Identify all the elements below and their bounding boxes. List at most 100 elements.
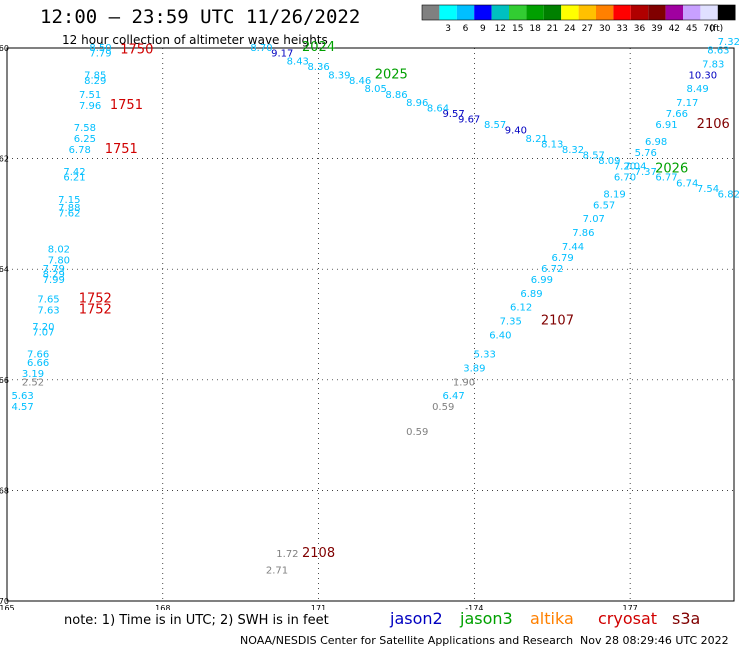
colorbar-swatch <box>422 5 440 20</box>
wave-height-value: 6.66 <box>27 358 49 369</box>
wave-height-value: 7.62 <box>58 209 80 220</box>
y-tick-label: -68 <box>0 486 9 495</box>
wave-height-value: 6.99 <box>531 275 553 286</box>
wave-height-value: 7.65 <box>37 294 59 305</box>
x-tick-label: 168 <box>155 604 170 610</box>
colorbar-tick-label: 9 <box>480 24 486 34</box>
wave-height-value: 6.74 <box>676 178 698 189</box>
colorbar: 3 6 9 12 15 18 21 24 27 30 33 36 39 42 45 70(ft) <box>421 4 736 34</box>
wave-height-value: 9.67 <box>458 115 480 126</box>
colorbar-tick-label: 36 <box>634 24 646 34</box>
wave-height-value: 7.80 <box>48 256 70 267</box>
chart-subtitle: 12 hour collection of altimeter wave hei… <box>62 33 328 47</box>
colorbar-tick-label: 15 <box>512 24 523 34</box>
pass-time-label: 2025 <box>375 67 408 82</box>
wave-height-value: 6.72 <box>541 264 563 275</box>
wave-height-value: 3.89 <box>463 364 485 375</box>
wave-height-value: 8.96 <box>406 98 428 109</box>
wave-height-value: 8.70 <box>250 43 272 54</box>
credit-text: NOAA/NESDIS Center for Satellite Applica… <box>240 634 574 647</box>
colorbar-swatch <box>700 5 718 20</box>
colorbar-frame <box>421 4 736 21</box>
colorbar-swatch <box>648 5 666 20</box>
wave-height-value: 8.57 <box>583 151 605 162</box>
legend-entry-altika: altika <box>530 609 574 628</box>
colorbar-tick-label: 18 <box>529 24 541 34</box>
wave-height-value: 8.32 <box>562 145 584 156</box>
wave-height-value: 7.07 <box>583 214 605 225</box>
wave-height-value: 8.64 <box>427 104 449 115</box>
colorbar-swatch <box>491 5 509 20</box>
colorbar-tick-label: 70 <box>703 24 715 34</box>
wave-height-value: 7.85 <box>84 70 106 81</box>
colorbar-tick-label: 24 <box>564 24 576 34</box>
wave-height-value: 8.36 <box>307 62 329 73</box>
plot-area: 165168171-174177-60-62-64-66-68-708.709.… <box>0 37 740 610</box>
wave-height-value: 0.59 <box>432 402 454 413</box>
pass-time-label: 2106 <box>697 117 730 132</box>
wave-height-value: 5.76 <box>635 148 657 159</box>
colorbar-swatch <box>630 5 649 20</box>
wave-height-value: 8.19 <box>603 189 625 200</box>
wave-height-value: 2.52 <box>22 377 44 388</box>
y-tick-label: -62 <box>0 155 9 164</box>
wave-height-value: 6.70 <box>614 173 636 184</box>
pass-time-label: 2026 <box>655 161 688 176</box>
wave-height-value: 7.66 <box>666 109 688 120</box>
wave-height-value: 1.72 <box>276 549 298 560</box>
wave-height-value: 9.17 <box>271 48 293 59</box>
wave-height-value: 7.66 <box>27 350 49 361</box>
wave-height-value: 7.32 <box>718 37 740 48</box>
colorbar-tick-label: 42 <box>669 24 680 34</box>
pass-time-label: 2024 <box>302 40 335 55</box>
wave-height-value: 6.77 <box>655 173 677 184</box>
pass-time-label: 1750 <box>120 43 153 58</box>
generated-timestamp: Nov 28 08:29:46 UTC 2022 <box>580 634 729 647</box>
colorbar-swatch <box>665 5 683 20</box>
wave-height-value: 8.57 <box>484 120 506 131</box>
x-tick-label: -174 <box>465 604 483 610</box>
wave-height-value: 7.96 <box>79 101 101 112</box>
wave-height-value: 6.25 <box>74 134 96 145</box>
wave-height-value: 7.79 <box>89 48 111 59</box>
wave-height-value: 7.15 <box>58 195 80 206</box>
wave-height-value: 8.39 <box>328 70 350 81</box>
wave-height-value: 6.91 <box>655 120 677 131</box>
colorbar-tick-label: 39 <box>651 24 663 34</box>
y-tick-label: -64 <box>0 265 9 274</box>
colorbar-swatch <box>526 5 544 20</box>
wave-height-value: 8.43 <box>287 57 309 68</box>
wave-height-value: 8.29 <box>84 76 106 87</box>
wave-height-value: 7.42 <box>63 167 85 178</box>
legend-entry-s3a: s3a <box>672 609 701 628</box>
wave-height-value: 5.33 <box>474 350 496 361</box>
colorbar-swatch <box>474 5 492 20</box>
wave-height-value: 9.57 <box>442 109 464 120</box>
legend-entry-jason2: jason2 <box>390 609 443 628</box>
colorbar-swatch <box>456 5 475 20</box>
wave-height-value: 8.21 <box>526 134 548 145</box>
wave-height-value: 8.13 <box>541 140 563 151</box>
pass-time-label: 1751 <box>105 142 138 157</box>
wave-height-value: 8.46 <box>349 76 371 87</box>
wave-height-value: 6.98 <box>645 137 667 148</box>
wave-height-value: 8.29 <box>43 269 65 280</box>
wave-height-value: 6.21 <box>63 173 85 184</box>
y-tick-label: -66 <box>0 376 9 385</box>
wave-height-value: 3.19 <box>22 369 44 380</box>
wave-height-value: 6.79 <box>552 253 574 264</box>
wave-height-value: 2.71 <box>266 565 288 576</box>
wave-height-value: 10.30 <box>689 70 718 81</box>
colorbar-tick-label: 3 <box>445 24 451 34</box>
x-tick-label: 165 <box>0 604 15 610</box>
colorbar-swatch <box>439 5 457 20</box>
chart-title: 12:00 – 23:59 UTC 11/26/2022 <box>40 6 361 28</box>
wave-height-value: 6.78 <box>69 145 91 156</box>
colorbar-tick-label: 21 <box>547 24 558 34</box>
colorbar-swatch <box>596 5 614 20</box>
wave-height-value: 8.86 <box>385 90 407 101</box>
wave-height-value: 8.63 <box>707 46 729 57</box>
x-tick-label: 177 <box>623 604 638 610</box>
colorbar-tick-label: 12 <box>495 24 506 34</box>
colorbar-unit-label: (ft) <box>710 24 724 34</box>
